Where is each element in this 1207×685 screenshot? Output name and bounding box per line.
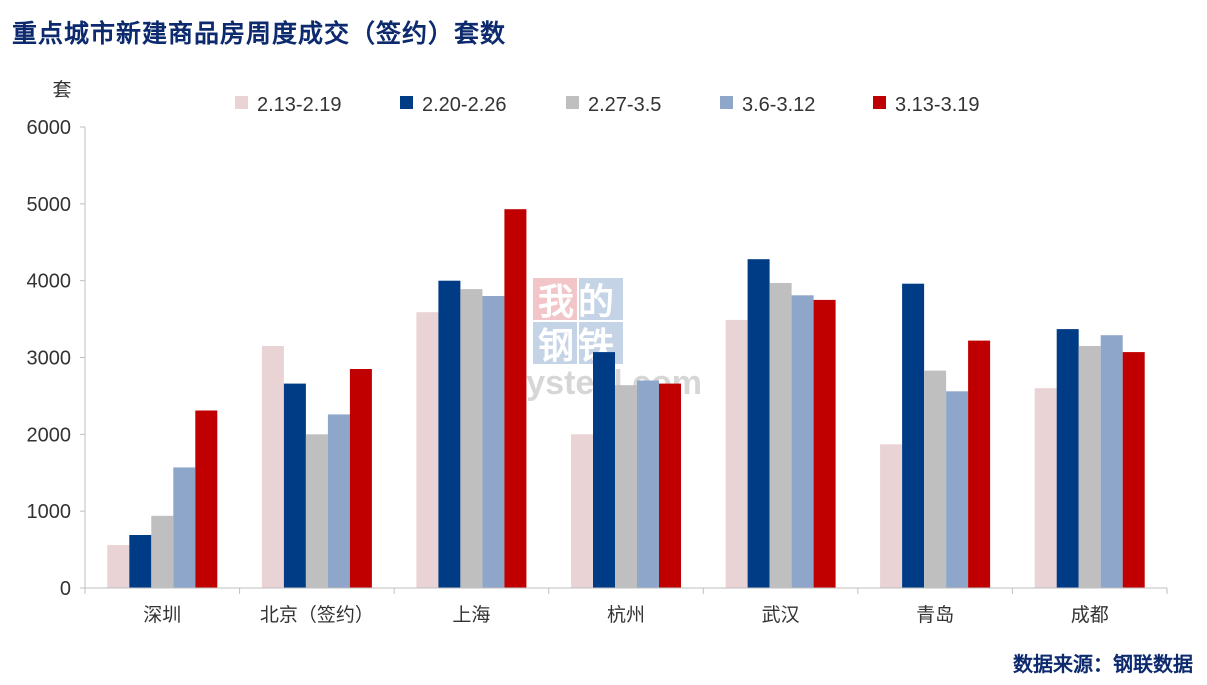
bar: [349, 369, 372, 588]
x-category-label: 成都: [1071, 604, 1109, 626]
y-tick-label: 2000: [27, 424, 72, 446]
x-axis: 深圳 北京（签约） 上海 杭州 武汉 青岛 成都: [84, 587, 1168, 626]
bar: [504, 209, 527, 588]
y-unit-label: 套: [52, 79, 71, 101]
bar: [261, 346, 284, 588]
bar: [1122, 352, 1145, 588]
legend-label: 2.20-2.26: [422, 94, 507, 116]
bar: [173, 467, 196, 588]
bar: [460, 289, 483, 588]
chart-title: 重点城市新建商品房周度成交（签约）套数: [12, 19, 507, 48]
bar: [107, 545, 130, 588]
legend-swatch: [235, 96, 248, 109]
x-category-label: 杭州: [607, 604, 645, 626]
legend-label: 3.6-3.12: [742, 94, 815, 116]
watermark-tile: [533, 322, 577, 364]
legend-label: 2.13-2.19: [257, 94, 342, 116]
legend-label: 3.13-3.19: [895, 94, 980, 116]
legend-label: 2.27-3.5: [588, 94, 661, 116]
bar: [968, 340, 991, 588]
bar: [791, 295, 814, 588]
bar: [659, 383, 681, 588]
bar: [1034, 388, 1057, 588]
bar: [482, 296, 505, 588]
bar: [129, 535, 152, 588]
x-category-label: 上海: [452, 604, 490, 626]
watermark-text: 我的: [538, 281, 618, 323]
y-tick-label: 0: [60, 578, 71, 600]
legend-swatch: [566, 96, 579, 109]
chart-legend: 2.13-2.19 2.20-2.26 2.27-3.5 3.6-3.12 3.13-3…: [235, 94, 980, 116]
bar: [813, 299, 836, 588]
legend-swatch: [720, 96, 733, 109]
y-tick-label: 6000: [27, 117, 72, 139]
y-tick-label: 1000: [27, 501, 72, 523]
bar: [880, 444, 903, 588]
x-category-label: 武汉: [762, 604, 800, 626]
bar: [195, 410, 218, 588]
bar: [593, 352, 615, 588]
bar: [1100, 335, 1123, 588]
y-tick-label: 4000: [27, 271, 72, 293]
bar: [438, 280, 461, 588]
bar: [283, 383, 306, 588]
bar: [416, 312, 439, 588]
bar: [946, 391, 969, 588]
y-axis: 0 1000 2000 3000 4000 5000 6000 套: [27, 79, 86, 600]
x-category-label: 青岛: [916, 604, 954, 626]
bar: [1056, 329, 1079, 588]
bar: [924, 370, 947, 588]
bar: [1078, 346, 1101, 588]
bar: [637, 380, 659, 588]
x-category-label: 深圳: [143, 604, 181, 626]
bar: [151, 515, 174, 588]
bars-group: [107, 209, 1145, 588]
bar: [902, 283, 925, 588]
watermark-tile: [579, 278, 623, 320]
bar: [327, 414, 350, 588]
legend-swatch: [873, 96, 886, 109]
bar: [747, 259, 770, 588]
watermark-tile: [533, 278, 577, 320]
bar: [305, 434, 328, 588]
bar: [571, 434, 593, 588]
legend-swatch: [400, 96, 413, 109]
bar: [725, 319, 748, 588]
y-tick-label: 5000: [27, 194, 72, 216]
bar: [769, 283, 792, 588]
bar: [615, 385, 637, 588]
source-note: 数据来源：钢联数据: [1013, 652, 1193, 676]
x-category-label: 北京（签约）: [260, 604, 374, 626]
y-tick-label: 3000: [27, 348, 72, 370]
